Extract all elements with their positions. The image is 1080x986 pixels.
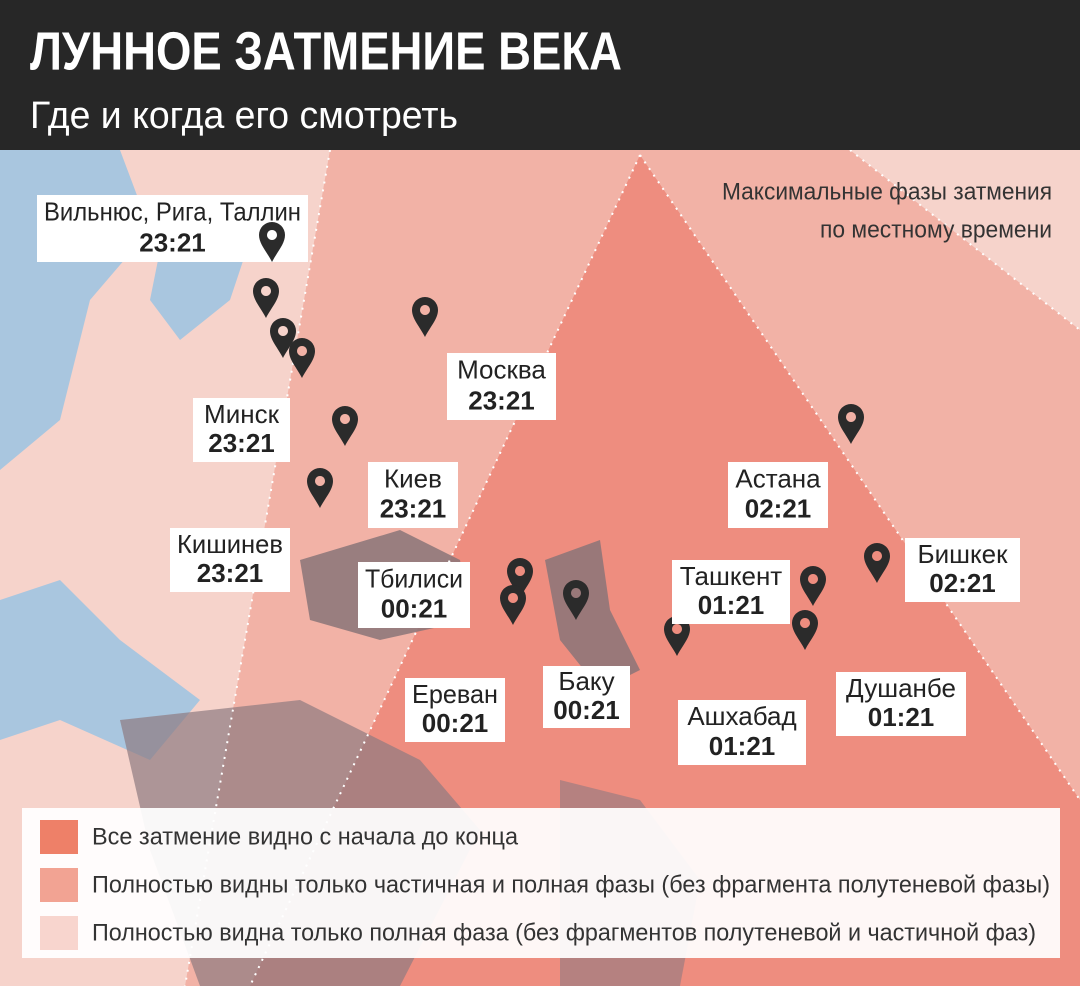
legend: Все затмение видно с начала до конца Пол… (22, 808, 1060, 958)
city-name: Баку (558, 666, 614, 696)
legend-label: Все затмение видно с начала до конца (92, 823, 519, 850)
caspian-sea (545, 540, 640, 690)
city-label-box (368, 462, 458, 528)
city-name: Вильнюс, Рига, Таллин (44, 197, 301, 227)
city-name: Бишкек (918, 539, 1009, 569)
city-name: Москва (457, 355, 546, 385)
city-label-box (405, 678, 505, 742)
city-label-box (836, 672, 966, 736)
zone-border (249, 154, 641, 986)
cities: Вильнюс, Рига, Таллин23:21Москва23:21Мин… (37, 195, 1020, 765)
legend-swatch (40, 820, 78, 854)
city-name: Киев (384, 463, 442, 493)
city-time: 23:21 (197, 558, 264, 588)
city-time: 02:21 (929, 568, 996, 598)
legend-swatch (40, 868, 78, 902)
pin (800, 566, 826, 606)
title: ЛУННОЕ ЗАТМЕНИЕ ВЕКА (30, 21, 622, 81)
city-time: 01:21 (698, 590, 765, 620)
city-name: Ереван (412, 679, 498, 709)
subtitle: Где и когда его смотреть (30, 95, 458, 137)
city-time: 23:21 (208, 428, 275, 458)
legend-swatch (40, 916, 78, 950)
note: по местному времени (820, 216, 1052, 243)
city-time: 23:21 (468, 385, 535, 415)
pin (270, 318, 296, 358)
city-name: Душанбе (846, 673, 956, 703)
city-time: 23:21 (380, 494, 447, 524)
pin (507, 558, 533, 598)
legend-box (22, 808, 1060, 958)
zone-border (849, 149, 1080, 331)
note: Максимальные фазы затмения (722, 178, 1052, 205)
city-label-box (193, 398, 290, 462)
city-name: Минск (204, 399, 280, 429)
city-time: 01:21 (709, 731, 776, 761)
city-label-box (358, 562, 470, 628)
city-time: 02:21 (745, 494, 812, 524)
sea (0, 580, 200, 760)
header-band (0, 0, 1080, 150)
city-time: 00:21 (553, 695, 620, 725)
pin (864, 543, 890, 583)
city-name: Ташкент (680, 561, 783, 591)
city-label-box (543, 666, 630, 728)
pin (259, 222, 285, 262)
pin (307, 468, 333, 508)
pin (412, 297, 438, 337)
city-name: Кишинев (177, 529, 283, 559)
city-name: Ашхабад (687, 701, 796, 731)
city-time: 01:21 (868, 702, 935, 732)
city-name: Тбилиси (365, 563, 463, 593)
pin (838, 404, 864, 444)
city-label-box (905, 538, 1020, 602)
legend-label: Полностью видны только частичная и полна… (92, 871, 1050, 898)
city-label-box (447, 353, 556, 420)
city-name: Астана (735, 463, 821, 493)
pin (563, 580, 589, 620)
city-time: 00:21 (422, 708, 489, 738)
pin (792, 610, 818, 650)
pin (500, 585, 526, 625)
city-time: 23:21 (139, 227, 206, 257)
city-time: 00:21 (381, 594, 448, 624)
city-label-box (728, 462, 828, 528)
sea (150, 240, 250, 340)
zone-full (250, 155, 1080, 986)
pin (253, 278, 279, 318)
legend-label: Полностью видна только полная фаза (без … (92, 919, 1036, 946)
city-label-box (170, 528, 290, 592)
pin (664, 616, 690, 656)
city-label-box (678, 700, 806, 765)
pin (289, 338, 315, 378)
pin (332, 406, 358, 446)
city-label-box (672, 560, 790, 624)
